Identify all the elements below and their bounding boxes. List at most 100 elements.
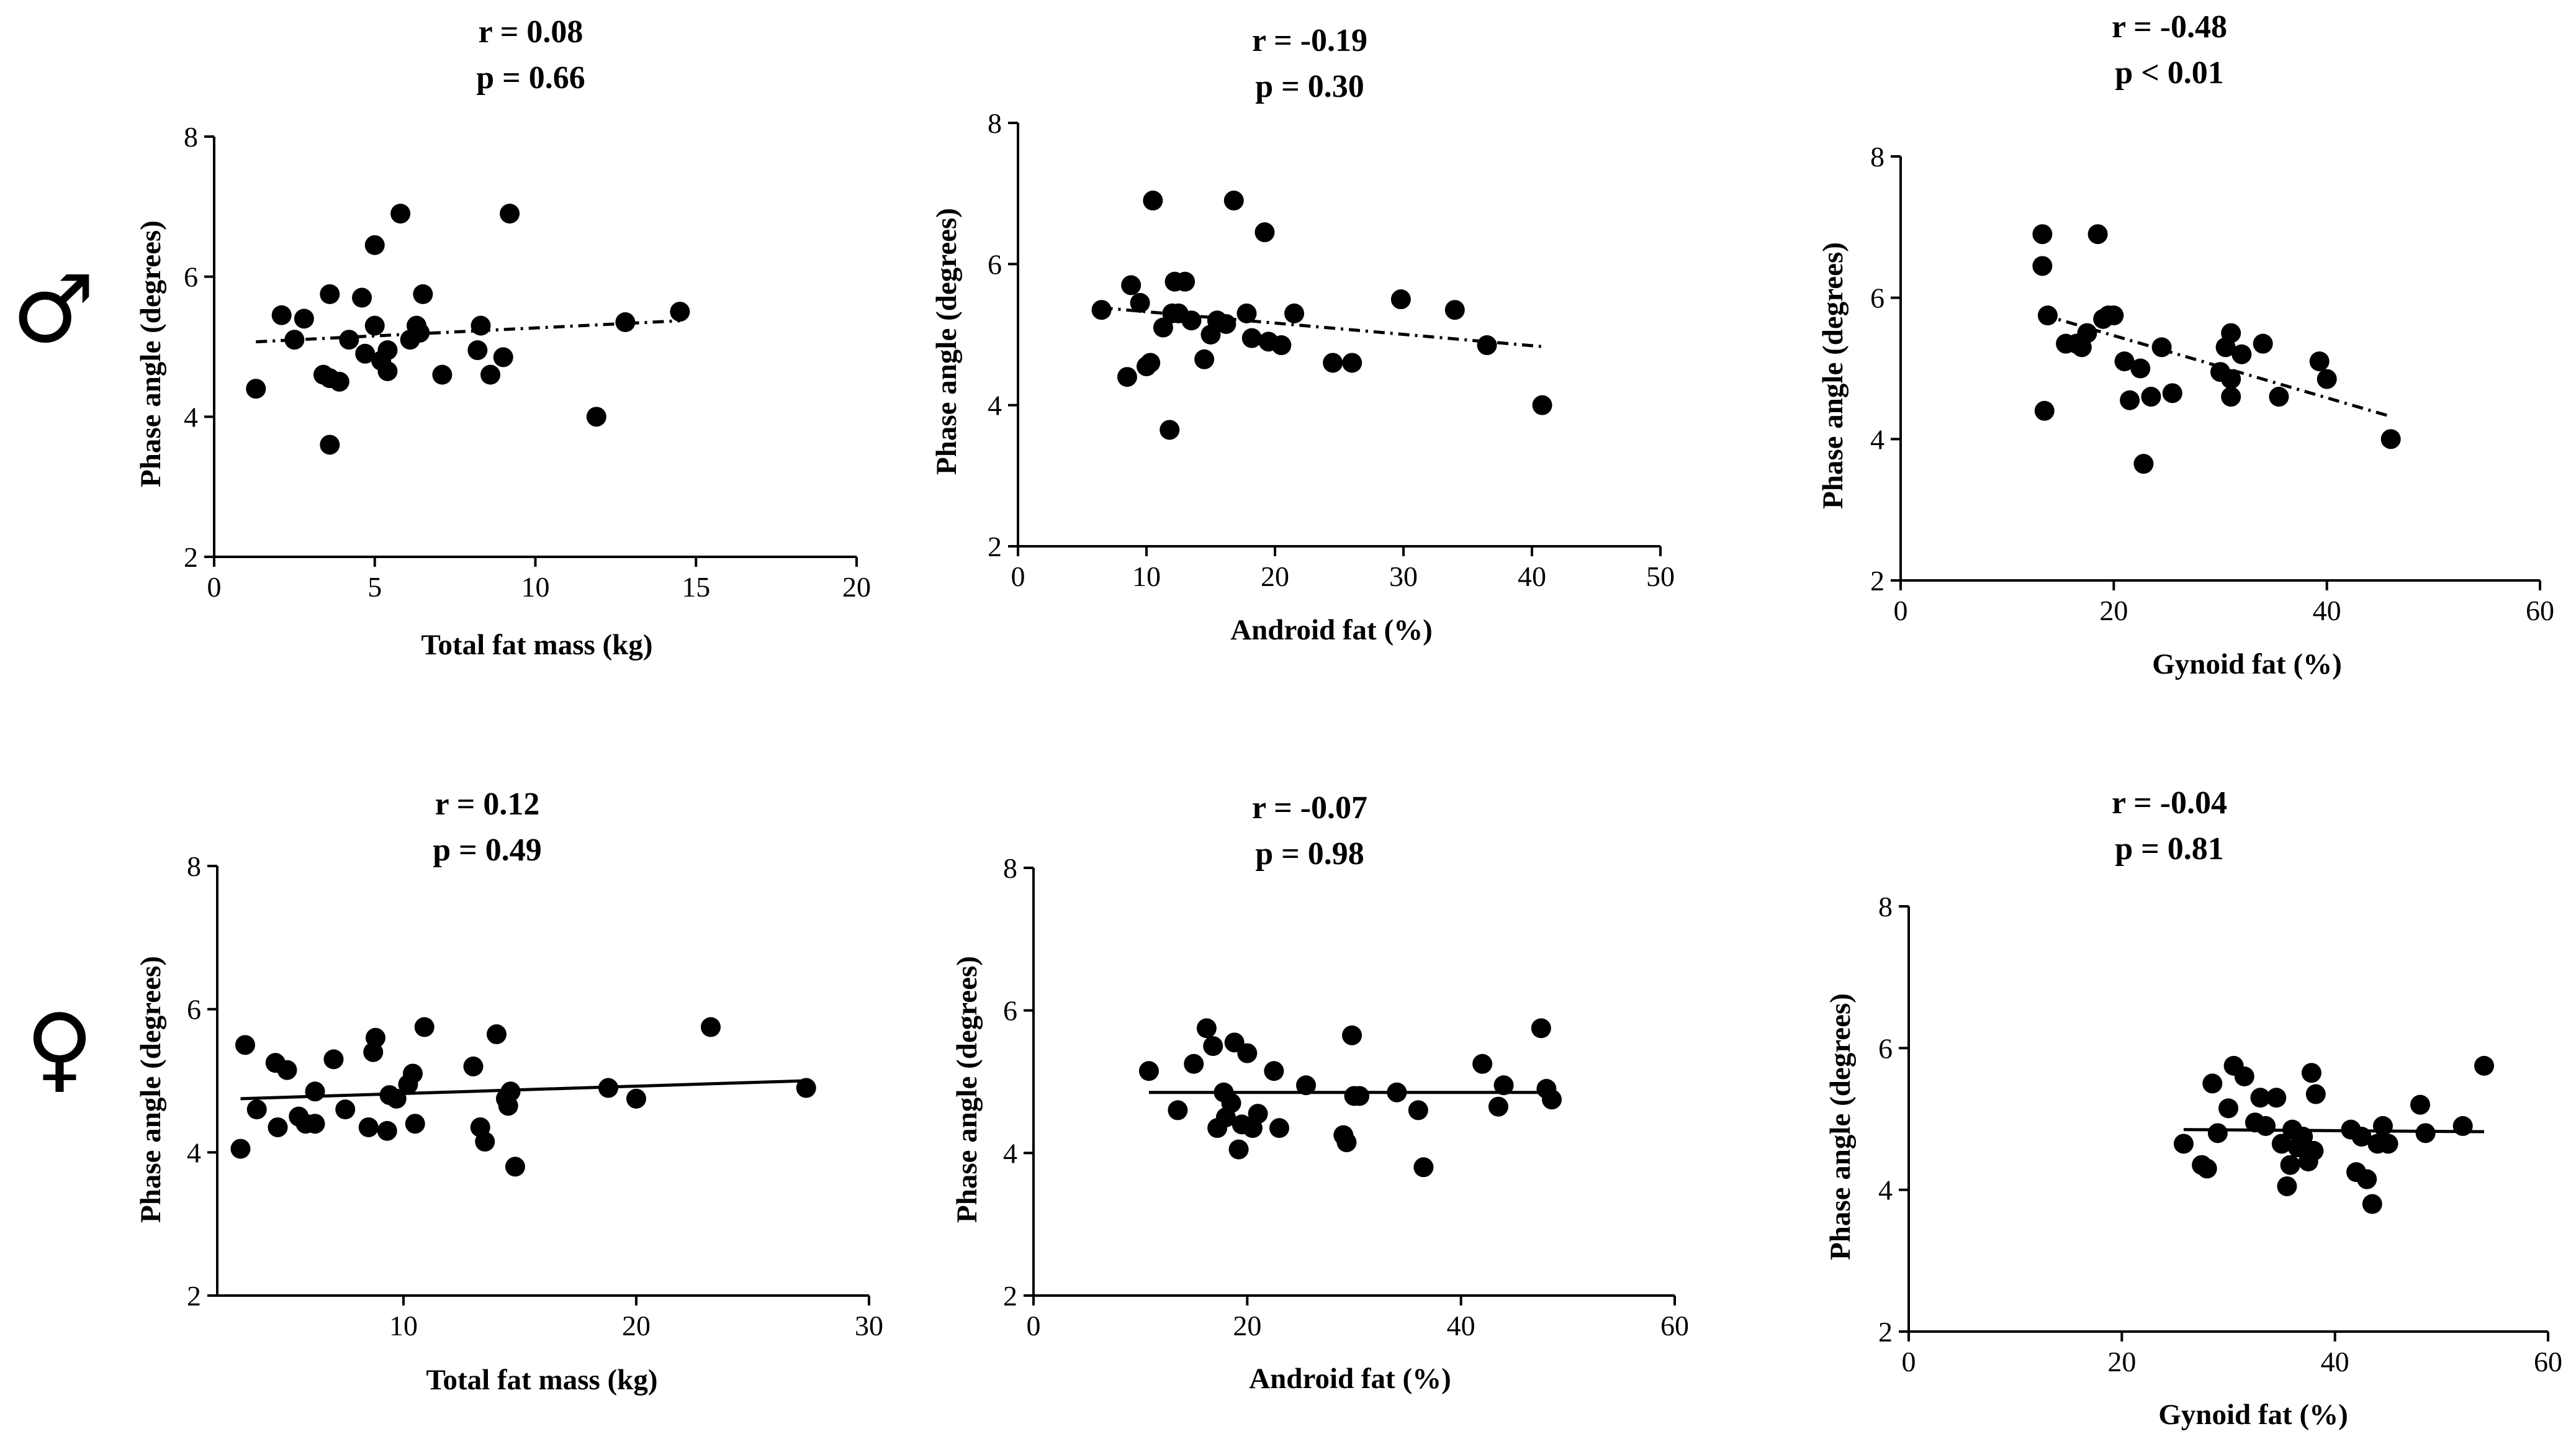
data-point bbox=[2032, 256, 2053, 276]
data-point bbox=[1323, 353, 1343, 373]
data-point bbox=[2317, 369, 2337, 389]
data-point bbox=[271, 305, 292, 325]
data-point bbox=[1181, 310, 1202, 331]
stat-p: p = 0.49 bbox=[433, 832, 542, 868]
x-tick-label: 0 bbox=[1902, 1346, 1916, 1378]
y-axis-label: Phase angle (degrees) bbox=[951, 956, 983, 1223]
data-point bbox=[2218, 1098, 2238, 1119]
data-point bbox=[1477, 335, 1497, 356]
data-point bbox=[2304, 1140, 2324, 1161]
x-tick-label: 60 bbox=[1660, 1310, 1689, 1342]
data-point bbox=[1153, 317, 1173, 338]
stat-p: p < 0.01 bbox=[2115, 55, 2224, 91]
data-point bbox=[1241, 328, 1262, 348]
data-point bbox=[2415, 1123, 2436, 1143]
stat-r: r = 0.08 bbox=[479, 14, 583, 50]
data-point bbox=[339, 330, 359, 350]
data-point bbox=[1237, 1043, 1258, 1063]
data-point bbox=[246, 1099, 267, 1120]
data-point bbox=[1532, 395, 1552, 415]
panel-female-total-fat-mass: r = 0.12 p = 0.49 Total fat mass (kg) Ph… bbox=[135, 787, 883, 1396]
data-point bbox=[1342, 1025, 1362, 1045]
data-point bbox=[284, 330, 305, 350]
y-tick-label: 2 bbox=[1878, 1316, 1893, 1348]
data-point bbox=[320, 284, 340, 304]
trend-line bbox=[240, 1079, 806, 1101]
data-point bbox=[1121, 275, 1142, 295]
data-point bbox=[2231, 344, 2252, 364]
data-point bbox=[1444, 300, 1465, 320]
data-point bbox=[1196, 1018, 1217, 1039]
panel-female-gynoid-fat: r = -0.04 p = 0.81 Gynoid fat (%) Phase … bbox=[1824, 785, 2562, 1431]
data-point bbox=[493, 347, 513, 368]
x-tick-label: 60 bbox=[2534, 1346, 2562, 1378]
data-point bbox=[2221, 323, 2241, 343]
male-symbol: ♂ bbox=[12, 256, 95, 364]
data-point bbox=[320, 368, 340, 389]
y-axis-label: Phase angle (degrees) bbox=[930, 208, 963, 475]
data-point bbox=[1349, 1086, 1370, 1106]
x-tick-label: 0 bbox=[1894, 595, 1908, 626]
stat-p: p = 0.66 bbox=[476, 60, 585, 96]
data-point bbox=[2277, 1176, 2297, 1196]
y-tick-label: 2 bbox=[1870, 565, 1885, 597]
x-tick-label: 5 bbox=[367, 571, 382, 603]
stat-p: p = 0.81 bbox=[2115, 831, 2224, 867]
data-point bbox=[2162, 383, 2182, 404]
data-point bbox=[377, 340, 398, 361]
data-point bbox=[796, 1078, 816, 1098]
stat-r: r = -0.48 bbox=[2112, 9, 2227, 45]
data-point bbox=[1194, 349, 1215, 369]
y-axis-label: Phase angle (degrees) bbox=[135, 956, 167, 1223]
data-point bbox=[2221, 369, 2241, 389]
data-point bbox=[2173, 1134, 2194, 1154]
y-tick-label: 4 bbox=[1878, 1175, 1893, 1206]
x-tick-label: 0 bbox=[1011, 561, 1025, 592]
data-point bbox=[1175, 271, 1196, 292]
data-point bbox=[2130, 358, 2151, 379]
data-point bbox=[1531, 1018, 1551, 1039]
data-point bbox=[2280, 1155, 2300, 1175]
data-point bbox=[1228, 1139, 1249, 1160]
data-point bbox=[1488, 1096, 1508, 1117]
data-point bbox=[1168, 1100, 1188, 1121]
y-axis-label: Phase angle (degrees) bbox=[135, 220, 167, 487]
data-point bbox=[2253, 333, 2273, 354]
x-tick-label: 10 bbox=[1132, 561, 1161, 592]
x-tick-label: 20 bbox=[2107, 1346, 2136, 1378]
data-point bbox=[1336, 1132, 1357, 1153]
stat-r: r = -0.04 bbox=[2112, 785, 2227, 821]
data-point bbox=[2221, 387, 2241, 407]
data-point bbox=[1390, 289, 1411, 310]
x-tick-label: 20 bbox=[1261, 561, 1289, 592]
data-point bbox=[463, 1056, 484, 1076]
x-tick-label: 40 bbox=[2321, 1346, 2349, 1378]
data-point bbox=[294, 309, 314, 329]
data-point bbox=[1284, 303, 1305, 323]
x-axis-label: Android fat (%) bbox=[1230, 614, 1433, 646]
data-point bbox=[2380, 429, 2401, 449]
data-point bbox=[364, 235, 385, 255]
y-tick-label: 8 bbox=[1870, 141, 1885, 173]
x-tick-label: 50 bbox=[1646, 561, 1675, 592]
y-tick-label: 8 bbox=[184, 121, 198, 153]
y-tick-label: 8 bbox=[988, 107, 1002, 139]
data-point bbox=[1221, 1093, 1241, 1113]
data-point bbox=[1130, 292, 1150, 313]
data-point bbox=[410, 322, 430, 343]
data-point bbox=[377, 361, 398, 381]
data-point bbox=[2269, 387, 2289, 407]
data-point bbox=[1342, 353, 1362, 373]
y-tick-label: 6 bbox=[1878, 1032, 1893, 1064]
x-tick-label: 40 bbox=[1518, 561, 1546, 592]
data-point bbox=[405, 1114, 425, 1134]
data-point bbox=[2234, 1066, 2254, 1086]
data-point bbox=[1140, 353, 1161, 373]
data-point bbox=[670, 302, 690, 322]
y-axis-label: Phase angle (degrees) bbox=[1824, 993, 1857, 1260]
data-point bbox=[305, 1081, 325, 1102]
x-axis-label: Gynoid fat (%) bbox=[2158, 1399, 2348, 1431]
stat-r: r = -0.07 bbox=[1252, 790, 1367, 826]
y-tick-label: 8 bbox=[1878, 891, 1893, 922]
